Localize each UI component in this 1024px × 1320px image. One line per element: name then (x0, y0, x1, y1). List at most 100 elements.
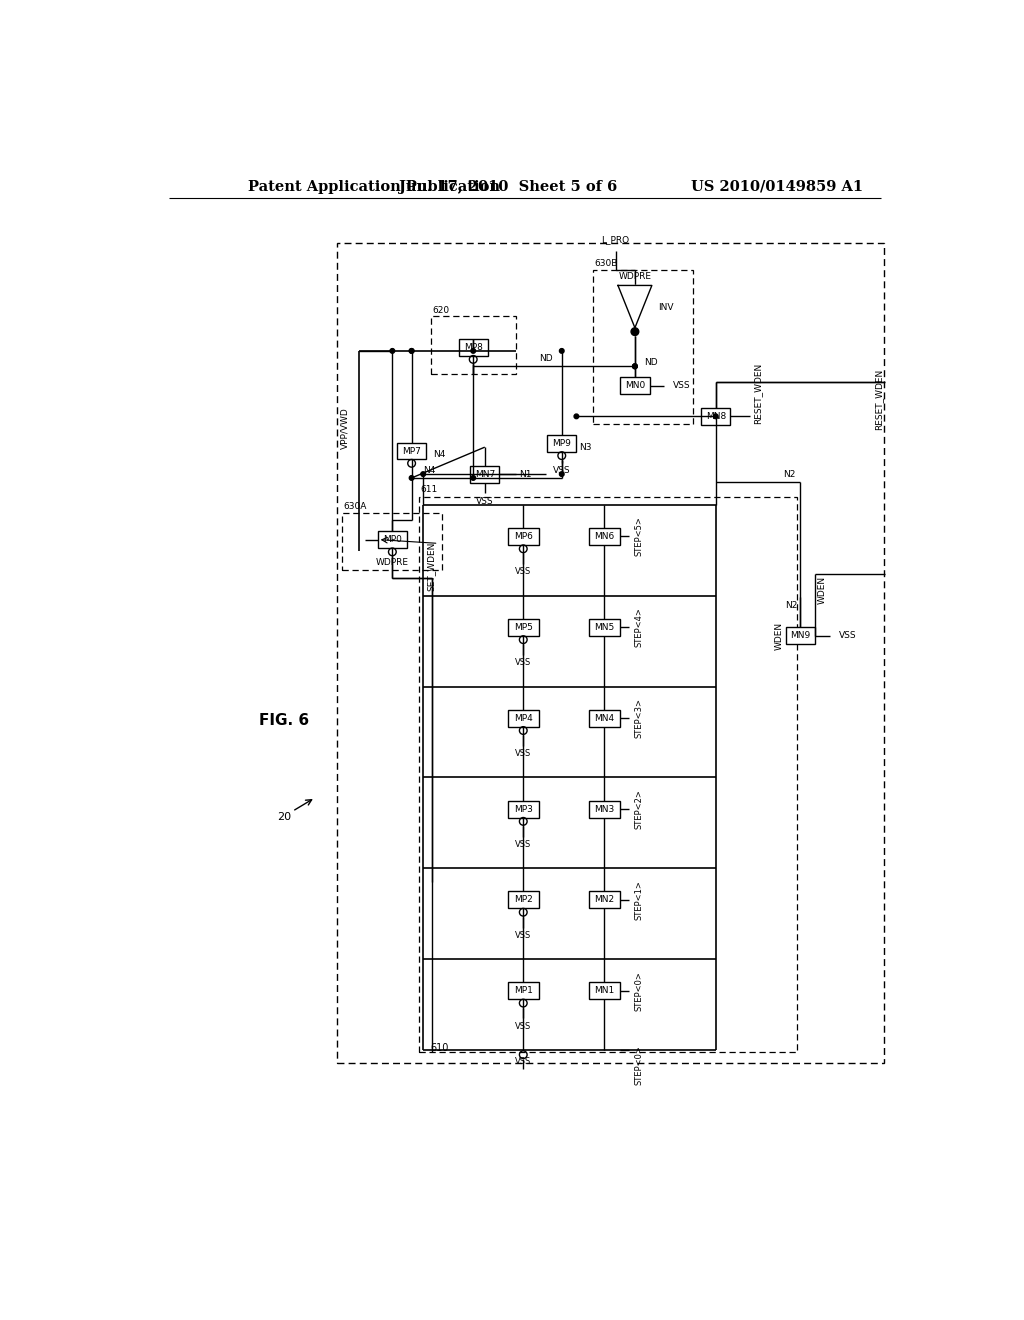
Text: FIG. 6: FIG. 6 (259, 713, 309, 729)
Text: MN2: MN2 (594, 895, 614, 904)
Bar (785, 627, 815, 644)
Bar (508, 982, 539, 999)
Text: WDPRE: WDPRE (376, 558, 409, 568)
Text: Jun. 17, 2010  Sheet 5 of 6: Jun. 17, 2010 Sheet 5 of 6 (398, 180, 617, 194)
Circle shape (633, 364, 637, 368)
Text: MP6: MP6 (514, 532, 532, 541)
Text: VSS: VSS (515, 568, 531, 577)
Text: VSS: VSS (515, 1022, 531, 1031)
Bar (701, 408, 730, 425)
Text: INV: INV (658, 302, 674, 312)
Text: VSS: VSS (515, 750, 531, 758)
Text: STEP<0>: STEP<0> (634, 1045, 643, 1085)
Text: 630B: 630B (594, 260, 617, 268)
Bar (470, 466, 500, 483)
Text: MP7: MP7 (402, 446, 421, 455)
Bar (508, 800, 539, 817)
Text: STEP<1>: STEP<1> (634, 880, 643, 920)
Text: RESET_WDEN: RESET_WDEN (874, 368, 884, 430)
Bar (589, 800, 620, 817)
Bar (508, 528, 539, 545)
Text: MN0: MN0 (625, 381, 645, 389)
Text: WDEN: WDEN (774, 622, 783, 649)
Text: N2: N2 (782, 470, 795, 479)
Text: VSS: VSS (839, 631, 857, 640)
Text: ND: ND (644, 358, 657, 367)
Text: MP5: MP5 (514, 623, 532, 632)
Circle shape (633, 364, 637, 368)
Bar (337, 243, 884, 1063)
Text: STEP<0>: STEP<0> (634, 970, 643, 1011)
Text: MP1: MP1 (514, 986, 532, 995)
Text: MN7: MN7 (475, 470, 495, 479)
Circle shape (574, 414, 579, 418)
Text: L_PRO: L_PRO (601, 235, 630, 244)
Text: STEP<3>: STEP<3> (634, 698, 643, 738)
Bar (589, 710, 620, 726)
Polygon shape (617, 285, 652, 327)
Text: MN9: MN9 (791, 631, 811, 640)
Text: US 2010/0149859 A1: US 2010/0149859 A1 (691, 180, 863, 194)
Text: N3: N3 (579, 442, 591, 451)
Circle shape (631, 327, 639, 335)
Bar (508, 891, 539, 908)
Bar (593, 271, 692, 424)
Text: MP3: MP3 (514, 805, 532, 813)
Text: ND: ND (540, 354, 553, 363)
Bar (547, 434, 577, 451)
Text: N4: N4 (433, 450, 445, 459)
Bar (508, 619, 539, 636)
Text: VSS: VSS (515, 659, 531, 667)
Text: N4: N4 (423, 466, 435, 475)
Text: MP8: MP8 (464, 343, 482, 351)
Text: 630A: 630A (344, 502, 368, 511)
Text: N1: N1 (519, 470, 531, 479)
Bar (431, 317, 515, 374)
Text: N2: N2 (785, 601, 798, 610)
Text: VSS: VSS (515, 931, 531, 940)
Bar (589, 528, 620, 545)
Bar (589, 891, 620, 908)
Text: 620: 620 (432, 306, 450, 314)
Text: STEP<4>: STEP<4> (634, 607, 643, 647)
Text: STEP<2>: STEP<2> (634, 789, 643, 829)
Bar (342, 512, 442, 570)
Text: 20: 20 (278, 812, 292, 822)
Circle shape (714, 414, 718, 418)
Circle shape (410, 348, 414, 354)
Text: 610: 610 (431, 1043, 450, 1053)
Circle shape (471, 348, 475, 354)
Text: MN6: MN6 (594, 532, 614, 541)
Text: VSS: VSS (515, 840, 531, 849)
Bar (378, 531, 407, 548)
Text: STEP<5>: STEP<5> (634, 516, 643, 557)
Circle shape (471, 475, 475, 480)
Bar (621, 378, 649, 395)
Bar (459, 339, 487, 355)
Text: MN3: MN3 (594, 805, 614, 813)
Bar (508, 710, 539, 726)
Text: SET_WDEN: SET_WDEN (426, 541, 435, 591)
Text: MN4: MN4 (594, 714, 614, 722)
Text: WDPRE: WDPRE (618, 272, 651, 281)
Circle shape (633, 364, 637, 368)
Bar (397, 442, 426, 459)
Text: VSS: VSS (515, 1057, 531, 1067)
Text: VSS: VSS (674, 381, 691, 389)
Text: MP2: MP2 (514, 895, 532, 904)
Text: MN5: MN5 (594, 623, 614, 632)
Text: WDEN: WDEN (817, 576, 826, 603)
Text: VSS: VSS (476, 496, 494, 506)
Text: MP4: MP4 (514, 714, 532, 722)
Circle shape (390, 348, 394, 354)
Text: MN1: MN1 (594, 986, 614, 995)
Bar (419, 498, 797, 1052)
Text: MN8: MN8 (706, 412, 726, 421)
Circle shape (421, 471, 425, 477)
Text: VSS: VSS (553, 466, 570, 475)
Text: MP9: MP9 (552, 438, 571, 447)
Text: MP0: MP0 (383, 535, 401, 544)
Circle shape (559, 348, 564, 354)
Circle shape (559, 471, 564, 477)
Text: Patent Application Publication: Patent Application Publication (249, 180, 501, 194)
